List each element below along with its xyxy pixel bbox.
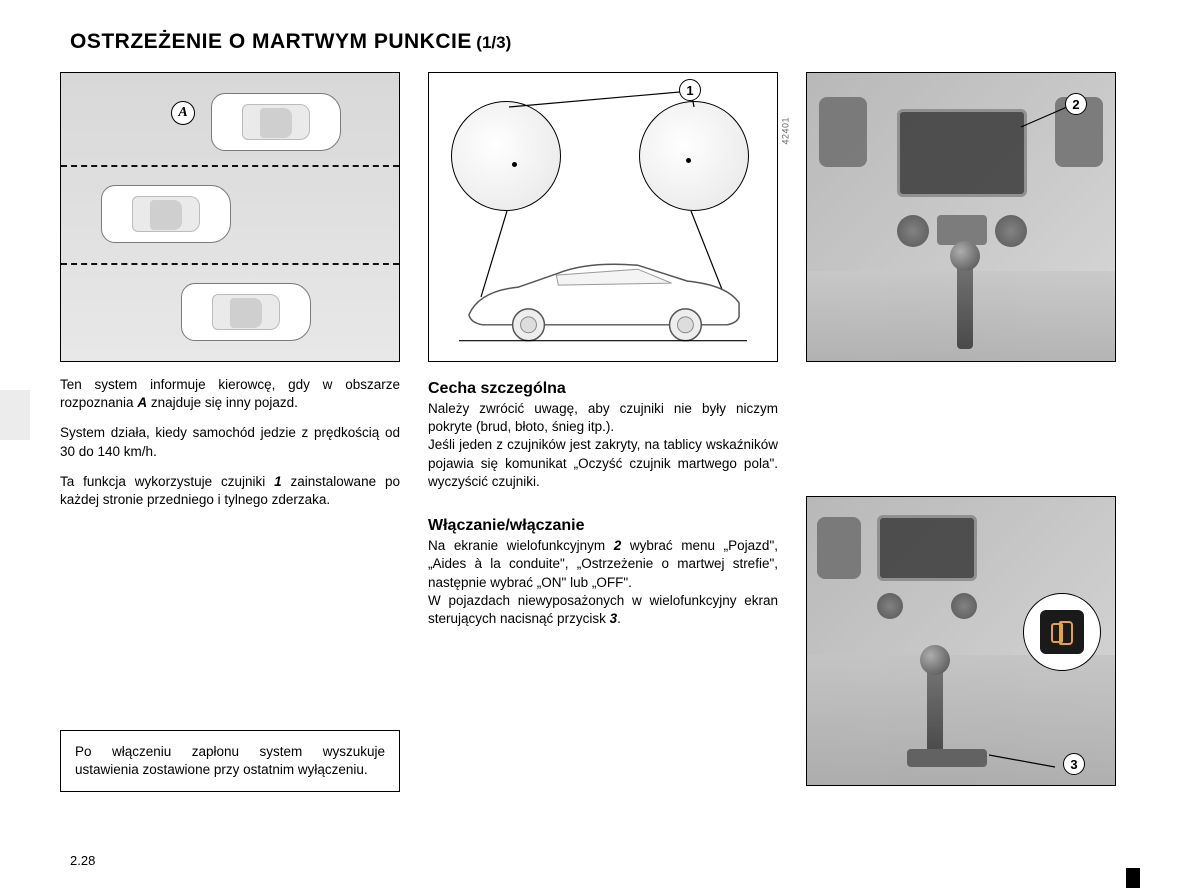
callout-A: A — [171, 101, 195, 125]
page-number: 2.28 — [70, 853, 95, 868]
text: znajduje się inny pojazd. — [147, 395, 298, 410]
lane-divider — [61, 263, 399, 265]
paragraph: Należy zwrócić uwagę, aby czujniki nie b… — [428, 400, 778, 436]
callout-2: 2 — [1065, 93, 1087, 115]
ref-3: 3 — [610, 611, 618, 626]
car-icon — [181, 283, 311, 341]
paragraph: Ta funkcja wykorzystuje czujniki 1 zains… — [60, 473, 400, 509]
paragraph: W pojazdach niewyposażonych w wielofunkc… — [428, 592, 778, 628]
callout-3: 3 — [1063, 753, 1085, 775]
paragraph: System działa, kiedy samochód jedzie z p… — [60, 424, 400, 460]
blind-spot-icon — [1049, 619, 1075, 645]
page-title: OSTRZEŻENIE O MARTWYM PUNKCIE — [70, 30, 472, 53]
ref-1: 1 — [274, 474, 282, 489]
car-icon — [211, 93, 341, 151]
content-columns: 42402 A Ten system informuje kierowcę, g… — [60, 72, 1140, 812]
leader-line — [971, 685, 1071, 775]
car-side-view — [459, 253, 747, 343]
section-heading: Włączanie/włączanie — [428, 517, 778, 535]
car-silhouette-icon — [459, 253, 747, 343]
text: W pojazdach niewyposażonych w wielofunkc… — [428, 593, 778, 626]
bsw-button-face — [1040, 610, 1084, 654]
callout-1: 1 — [679, 79, 701, 101]
bsw-button-detail — [1023, 593, 1101, 671]
note-box: Po włączeniu zapłonu system wyszukuje us… — [60, 730, 400, 792]
manual-page: OSTRZEŻENIE O MARTWYM PUNKCIE (1/3) 4240… — [0, 0, 1200, 888]
figure-code: 42401 — [781, 117, 791, 145]
page-title-suffix: (1/3) — [476, 33, 511, 52]
text: Na ekranie wielofunkcyjnym — [428, 538, 614, 553]
lane-divider — [61, 165, 399, 167]
figure-dashboard-top: 42403 2 — [806, 72, 1116, 362]
paragraph: Ten system informuje kierowcę, gdy w obs… — [60, 376, 400, 412]
paragraph: Jeśli jeden z czujników jest zakryty, na… — [428, 436, 778, 491]
figure-sensors: 42401 1 — [428, 72, 778, 362]
figure-dashboard-bottom: 42467 — [806, 496, 1116, 786]
corner-mark — [1126, 868, 1140, 888]
text: . — [617, 611, 621, 626]
spacer — [806, 376, 1116, 496]
ref-A: A — [137, 395, 147, 410]
page-title-row: OSTRZEŻENIE O MARTWYM PUNKCIE (1/3) — [60, 30, 1140, 54]
column-left: 42402 A Ten system informuje kierowcę, g… — [60, 72, 400, 812]
figure-lanes: 42402 A — [60, 72, 400, 362]
section-heading: Cecha szczególna — [428, 380, 778, 398]
column-right: 42403 2 42467 — [806, 72, 1116, 812]
car-icon — [101, 185, 231, 243]
paragraph: Na ekranie wielofunkcyjnym 2 wybrać menu… — [428, 537, 778, 592]
column-middle: 42401 1 — [428, 72, 778, 812]
text: Ta funkcja wykorzystuje czujniki — [60, 474, 274, 489]
